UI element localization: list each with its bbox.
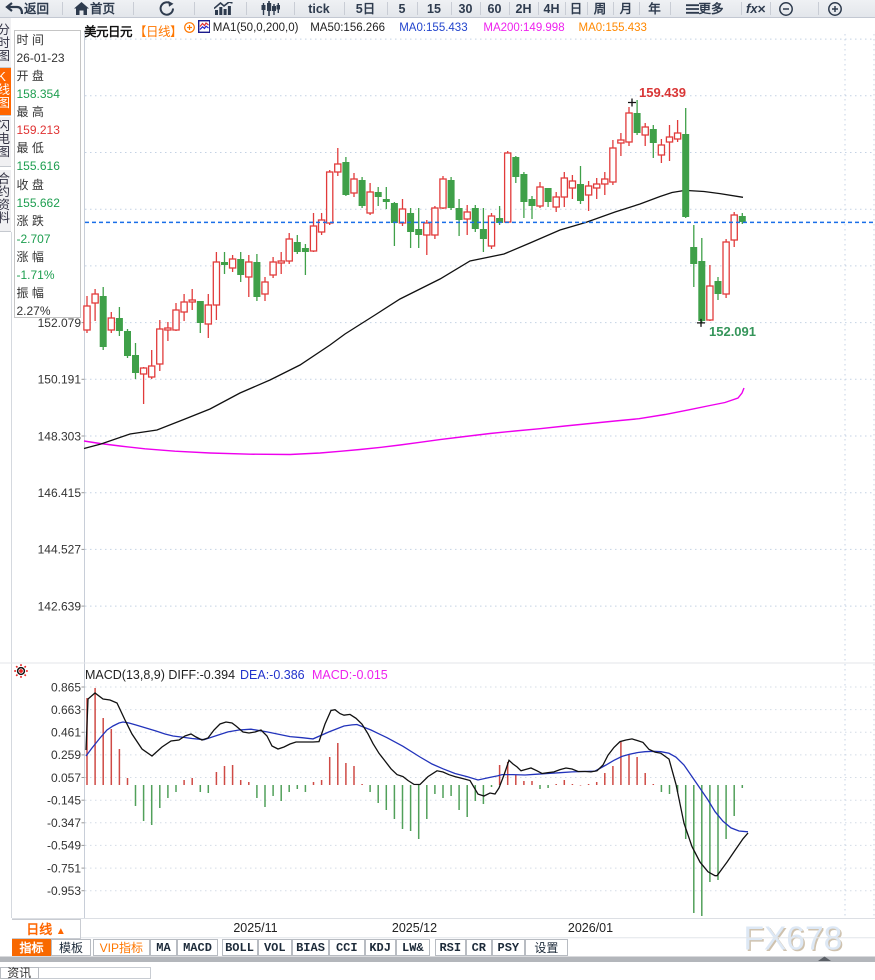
svg-text:159.439: 159.439 (639, 85, 686, 100)
svg-text:142.639: 142.639 (38, 599, 82, 613)
svg-text:0.461: 0.461 (51, 726, 81, 740)
svg-text:-0.953: -0.953 (47, 884, 81, 898)
svg-text:2025/11: 2025/11 (233, 921, 277, 935)
svg-text:0.259: 0.259 (51, 748, 81, 762)
svg-text:152.079: 152.079 (38, 316, 82, 330)
svg-text:-0.145: -0.145 (47, 794, 81, 808)
svg-text:-0.751: -0.751 (47, 861, 81, 875)
svg-text:MACD(13,8,9) DIFF:-0.394: MACD(13,8,9) DIFF:-0.394 (85, 668, 235, 682)
svg-text:0.663: 0.663 (51, 703, 81, 717)
svg-text:148.303: 148.303 (38, 429, 82, 443)
svg-text:144.527: 144.527 (38, 543, 82, 557)
svg-text:146.415: 146.415 (38, 486, 82, 500)
svg-text:2025/12: 2025/12 (392, 921, 437, 935)
svg-text:FX678: FX678 (744, 921, 843, 958)
svg-text:MACD:-0.015: MACD:-0.015 (312, 668, 388, 682)
svg-text:150.191: 150.191 (38, 373, 82, 387)
svg-text:2026/01: 2026/01 (568, 921, 613, 935)
svg-text:DEA:-0.386: DEA:-0.386 (240, 668, 305, 682)
svg-text:-0.347: -0.347 (47, 816, 81, 830)
svg-text:FX678: FX678 (745, 922, 844, 959)
svg-text:152.091: 152.091 (709, 324, 756, 339)
svg-text:-0.549: -0.549 (47, 839, 81, 853)
svg-text:0.057: 0.057 (51, 771, 81, 785)
svg-text:0.865: 0.865 (51, 680, 81, 694)
